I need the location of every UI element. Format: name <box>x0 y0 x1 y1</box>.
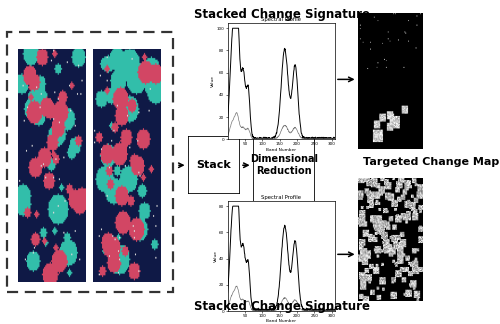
Text: Targeted Change Map: Targeted Change Map <box>363 157 499 167</box>
Text: Stacked Change Signature: Stacked Change Signature <box>194 300 370 313</box>
Y-axis label: Value: Value <box>214 250 218 262</box>
Text: Stacked Change Signature: Stacked Change Signature <box>194 8 370 21</box>
Y-axis label: Value: Value <box>212 75 216 87</box>
Text: Stack: Stack <box>196 160 231 170</box>
Title: Spectral Profile: Spectral Profile <box>261 17 301 22</box>
FancyBboxPatch shape <box>188 136 240 194</box>
X-axis label: Band Number: Band Number <box>266 148 296 152</box>
Title: Spectral Profile: Spectral Profile <box>261 195 301 200</box>
Text: Dimensional
Reduction: Dimensional Reduction <box>250 155 318 176</box>
X-axis label: Band Number: Band Number <box>266 319 296 323</box>
FancyBboxPatch shape <box>252 123 315 207</box>
